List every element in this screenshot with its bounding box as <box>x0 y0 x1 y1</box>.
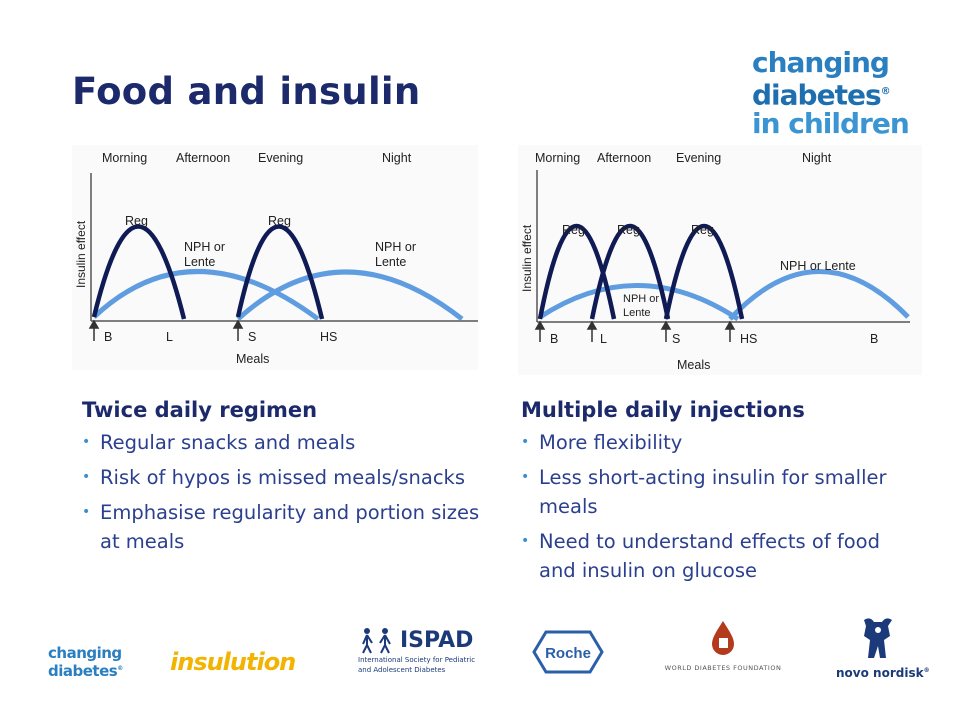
label-reg-3: Reg <box>691 223 714 237</box>
nph-curve-small <box>538 283 740 322</box>
multiple-injections-diagram: Morning Afternoon Evening Night Insulin … <box>518 145 922 375</box>
meal-l: L <box>600 332 607 346</box>
nph-curve-1 <box>92 269 320 322</box>
meal-s: S <box>248 330 256 344</box>
label-reg-2: Reg <box>617 223 640 237</box>
label-nph-large: NPH or Lente <box>780 259 856 273</box>
meal-b-night: B <box>870 332 878 346</box>
ispad-subtitle-1: International Society for Pediatric <box>358 656 476 664</box>
nph-curve-2 <box>236 269 464 321</box>
right-bullet: Less short-acting insulin for smaller me… <box>521 463 921 521</box>
reg-curve-2 <box>589 224 671 320</box>
meal-b: B <box>550 332 558 346</box>
apis-bull-icon <box>864 618 892 658</box>
ispad-subtitle-2: and Adolescent Diabetes <box>358 666 446 674</box>
meal-hs: HS <box>740 332 757 346</box>
footer-logos: changing diabetes® insulution ISPAD Inte… <box>0 612 960 702</box>
roche-logo: Roche <box>532 630 604 678</box>
label-nph-1a: NPH or <box>184 240 225 254</box>
brand-logo: changing diabetes® in children <box>752 46 910 141</box>
nph-curve-large <box>728 269 910 321</box>
right-heading: Multiple daily injections <box>521 398 805 422</box>
label-nph-2a: NPH or <box>375 240 416 254</box>
reg-curve-1 <box>91 224 187 320</box>
twice-daily-diagram: Morning Afternoon Evening Night Insulin … <box>72 145 478 370</box>
reg-curve-3 <box>663 224 745 320</box>
period-morning: Morning <box>535 151 580 165</box>
left-column: Twice daily regimen Regular snacks and m… <box>82 398 482 562</box>
period-night: Night <box>802 151 832 165</box>
y-axis-label: Insulin effect <box>520 224 534 292</box>
blood-drop-icon <box>712 621 734 655</box>
period-afternoon: Afternoon <box>176 151 230 165</box>
period-night: Night <box>382 151 412 165</box>
brand-line1: changing <box>752 46 890 79</box>
y-axis-label: Insulin effect <box>74 220 88 288</box>
reg-curve-1 <box>537 224 617 320</box>
x-axis-label: Meals <box>236 352 269 366</box>
label-reg-2: Reg <box>268 214 291 228</box>
page-title: Food and insulin <box>72 70 421 113</box>
injection-arrow <box>534 320 736 342</box>
meal-s: S <box>672 332 680 346</box>
period-evening: Evening <box>258 151 303 165</box>
novo-nordisk-text: novo nordisk® <box>836 666 930 680</box>
meal-l: L <box>166 330 173 344</box>
meal-hs: HS <box>320 330 337 344</box>
label-nph-2b: Lente <box>375 255 406 269</box>
reg-curve-2 <box>235 224 325 320</box>
label-nph-small-a: NPH or <box>623 293 659 305</box>
meal-b: B <box>104 330 112 344</box>
insulution-logo: insulution <box>170 648 296 676</box>
brand-line2: diabetes® <box>752 78 891 112</box>
period-morning: Morning <box>102 151 147 165</box>
svg-text:Roche: Roche <box>545 645 591 662</box>
x-axis-label: Meals <box>677 358 710 372</box>
period-evening: Evening <box>676 151 721 165</box>
changing-diabetes-logo: changing diabetes® <box>48 644 123 680</box>
ispad-logo: ISPAD International Society for Pediatri… <box>358 626 478 675</box>
right-column: Multiple daily injections More flexibili… <box>521 398 921 591</box>
label-nph-small-b: Lente <box>623 307 651 319</box>
left-bullet: Regular snacks and meals <box>82 428 482 457</box>
left-bullet: Risk of hypos is missed meals/snacks <box>82 463 482 492</box>
ispad-figures-icon <box>362 628 391 654</box>
right-bullet: Need to understand effects of food and i… <box>521 527 921 585</box>
period-afternoon: Afternoon <box>597 151 651 165</box>
ispad-name: ISPAD <box>400 627 474 653</box>
left-bullet: Emphasise regularity and portion sizes a… <box>82 498 482 556</box>
label-nph-1b: Lente <box>184 255 215 269</box>
novo-nordisk-logo: novo nordisk® <box>836 614 930 680</box>
right-bullet: More flexibility <box>521 428 921 457</box>
left-heading: Twice daily regimen <box>82 398 318 422</box>
brand-line3: in children <box>752 107 910 141</box>
wdf-text: WORLD DIABETES FOUNDATION <box>664 664 782 672</box>
label-reg-1: Reg <box>125 214 148 228</box>
injection-arrow <box>88 319 244 341</box>
wdf-logo: WORLD DIABETES FOUNDATION <box>664 620 782 672</box>
label-reg-1: Reg <box>562 223 585 237</box>
